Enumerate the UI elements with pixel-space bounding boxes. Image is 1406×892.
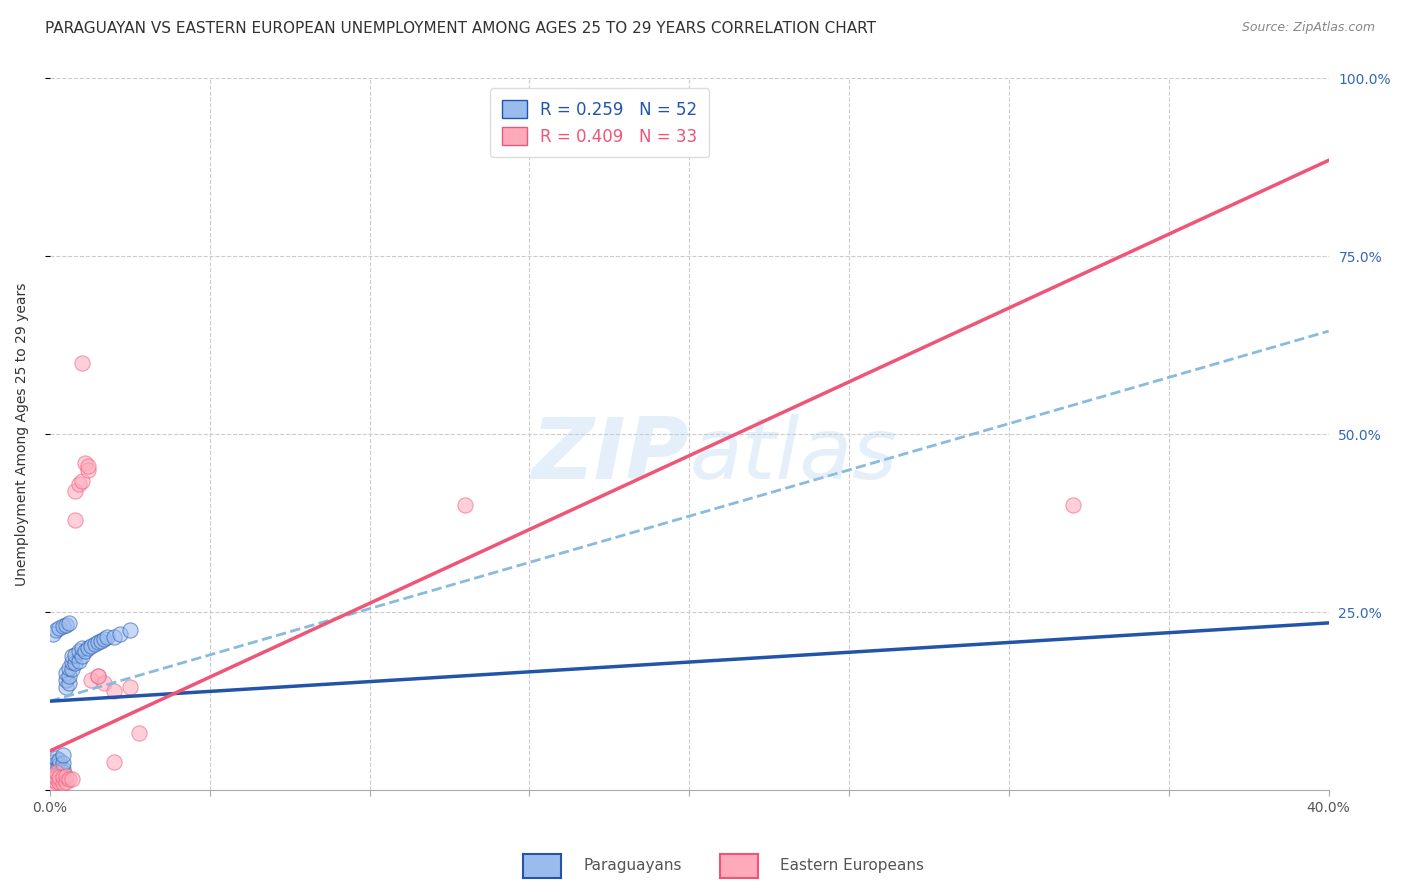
Point: [44, 763, 66, 777]
Point: [93, 632, 115, 647]
Point: [58, 669, 80, 683]
Point: [42, 769, 65, 783]
Point: [1062, 499, 1084, 513]
Text: Eastern Europeans: Eastern Europeans: [780, 858, 924, 872]
Text: Paraguayans: Paraguayans: [583, 858, 682, 872]
Point: [128, 726, 150, 740]
Point: [55, 774, 77, 789]
Point: [58, 661, 80, 675]
Point: [42, 769, 65, 783]
Point: [45, 623, 67, 637]
Y-axis label: Unemployment Among Ages 25 to 29 years: Unemployment Among Ages 25 to 29 years: [15, 283, 30, 586]
Point: [45, 774, 67, 789]
Point: [58, 615, 80, 630]
Point: [48, 767, 70, 781]
Point: [60, 772, 83, 787]
Legend: R = 0.259   N = 52, R = 0.409   N = 33: R = 0.259 N = 52, R = 0.409 N = 33: [491, 88, 709, 157]
Point: [42, 765, 65, 780]
Point: [70, 649, 93, 664]
Point: [52, 762, 75, 776]
Point: [45, 769, 67, 783]
Point: [93, 676, 115, 690]
Point: [48, 758, 70, 772]
Text: Source: ZipAtlas.com: Source: ZipAtlas.com: [1241, 21, 1375, 35]
Text: PARAGUAYAN VS EASTERN EUROPEAN UNEMPLOYMENT AMONG AGES 25 TO 29 YEARS CORRELATIO: PARAGUAYAN VS EASTERN EUROPEAN UNEMPLOYM…: [45, 21, 876, 37]
Point: [45, 765, 67, 780]
Point: [45, 756, 67, 770]
Point: [80, 640, 103, 654]
Point: [67, 644, 90, 658]
Point: [65, 513, 87, 527]
Point: [77, 463, 100, 477]
Point: [42, 755, 65, 769]
Point: [103, 683, 125, 698]
Point: [80, 673, 103, 687]
Point: [77, 640, 100, 655]
Point: [73, 644, 96, 658]
Point: [73, 456, 96, 470]
Point: [118, 680, 141, 694]
Point: [90, 633, 112, 648]
Point: [45, 751, 67, 765]
Point: [55, 673, 77, 687]
Point: [42, 758, 65, 772]
Point: [65, 484, 87, 499]
Point: [70, 356, 93, 370]
Point: [58, 676, 80, 690]
Point: [103, 630, 125, 644]
Point: [55, 769, 77, 783]
Point: [44, 758, 66, 772]
Point: [83, 637, 105, 651]
Point: [87, 635, 110, 649]
Point: [52, 747, 75, 762]
Text: atlas: atlas: [689, 414, 897, 497]
Point: [42, 626, 65, 640]
Point: [77, 459, 100, 474]
Point: [42, 776, 65, 790]
Point: [52, 776, 75, 790]
Point: [48, 774, 70, 789]
Point: [67, 654, 90, 668]
Point: [454, 499, 477, 513]
Point: [118, 623, 141, 637]
Point: [52, 756, 75, 770]
Point: [60, 655, 83, 669]
Point: [65, 657, 87, 671]
Point: [70, 474, 93, 488]
Point: [96, 630, 118, 644]
Point: [42, 772, 65, 787]
Point: [67, 477, 90, 491]
Point: [41, 762, 63, 776]
Point: [45, 762, 67, 776]
Point: [108, 626, 131, 640]
Point: [87, 669, 110, 683]
Point: [70, 640, 93, 655]
Point: [48, 621, 70, 635]
Point: [52, 619, 75, 633]
Point: [45, 770, 67, 784]
Point: [103, 755, 125, 769]
Point: [55, 618, 77, 632]
Point: [45, 765, 67, 780]
Point: [55, 665, 77, 680]
Point: [87, 669, 110, 683]
Point: [52, 770, 75, 784]
Point: [60, 649, 83, 664]
Point: [48, 753, 70, 767]
Point: [52, 765, 75, 780]
Point: [41, 772, 63, 787]
Point: [48, 763, 70, 777]
Point: [60, 662, 83, 676]
Point: [55, 680, 77, 694]
Point: [65, 648, 87, 662]
Point: [48, 770, 70, 784]
Point: [58, 772, 80, 787]
Text: ZIP: ZIP: [531, 414, 689, 497]
